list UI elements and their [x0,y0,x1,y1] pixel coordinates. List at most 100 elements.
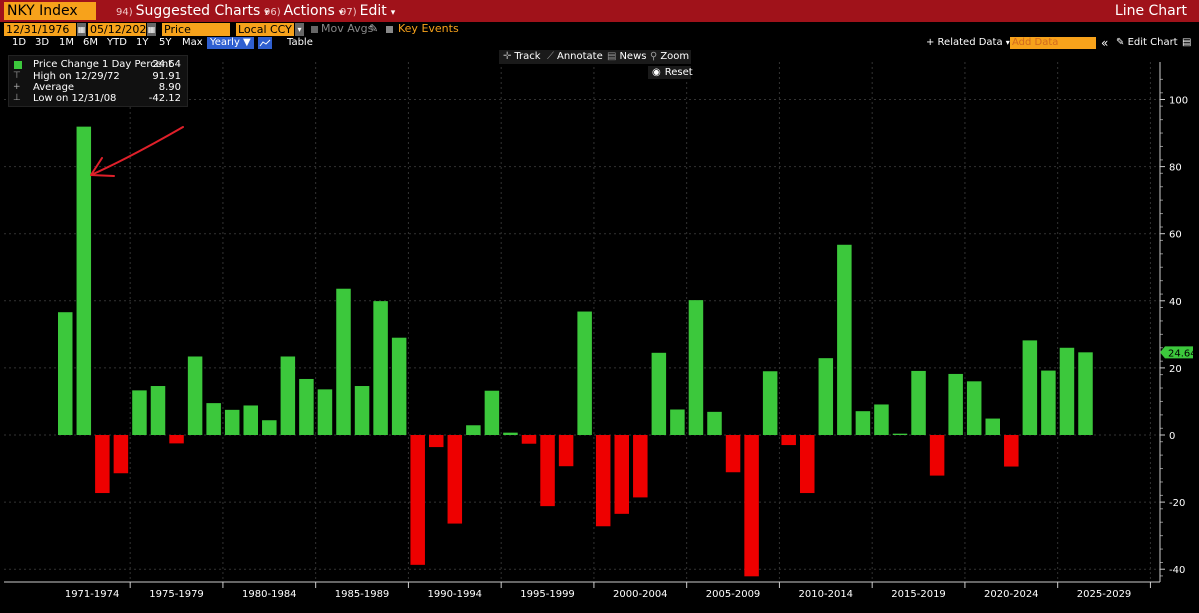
actions-menu[interactable]: 96) Actions ▾ [264,2,343,20]
period-row: 1D 3D 1M 6M YTD 1Y 5Y Max Yearly ▼ Table… [0,36,1199,50]
period-1m[interactable]: 1M [59,37,74,48]
reset-label: Reset [664,67,693,78]
edit-number: 97) [340,7,357,18]
bar [169,435,184,444]
bar [762,371,778,435]
legend-high-label: High on 12/29/72 [33,71,120,82]
period-1y[interactable]: 1Y [136,37,149,48]
bar [58,312,73,435]
legend-average-value: 8.90 [158,82,181,93]
high-marker-icon: ⊤ [13,71,21,81]
period-1d[interactable]: 1D [12,37,27,48]
bar [1022,340,1038,435]
bars [58,126,1093,577]
chevron-down-icon[interactable]: ▾ [295,23,304,36]
bar [132,390,147,435]
collapse-icon[interactable]: « [1101,36,1109,50]
bar [874,404,889,435]
period-5y[interactable]: 5Y [159,37,172,48]
y-axis: -40 -20 0 20 40 60 80 100 24.64 [1159,62,1197,582]
y-tick-label: -40 [1169,565,1185,576]
bar [373,301,388,435]
bar [521,435,537,444]
bar [725,435,741,473]
grid-lines [4,62,1160,582]
edit-chart-button[interactable]: ✎ Edit Chart [1116,36,1178,50]
bar [262,420,277,435]
bar [224,409,240,435]
chevron-down-icon: ▾ [264,8,269,18]
settings-icon[interactable]: ▤ [1182,37,1192,48]
legend-series-value: 24.64 [152,59,181,70]
field-selector[interactable]: Price Change [162,23,230,49]
period-3d[interactable]: 3D [35,37,50,48]
related-data-button[interactable]: + Related Data ▾ [926,36,1010,50]
calendar-icon[interactable]: ▦ [147,23,156,36]
actions-label: Actions [283,3,335,19]
bar [633,435,648,498]
legend-low-value: -42.12 [148,93,181,104]
x-tick-label: 1975-1979 [149,589,204,600]
bar [1078,352,1093,435]
y-tick-label: 0 [1169,431,1175,442]
related-data-label: + Related Data [926,37,1003,48]
y-tick-label: 80 [1169,163,1182,174]
period-max[interactable]: Max [182,37,203,48]
chevron-down-icon: ▾ [1005,38,1010,47]
table-button[interactable]: Table [287,37,313,48]
x-tick-label: 1990-1994 [428,589,483,600]
mov-avgs-checkbox-icon[interactable] [311,26,318,33]
pencil-icon[interactable]: ✎ [369,22,379,35]
period-6m[interactable]: 6M [83,37,98,48]
bar [892,433,908,435]
last-value-label: 24.64 [1168,348,1197,359]
top-menu-bar: NKY Index 94) Suggested Charts ▾ 96) Action… [0,0,1199,22]
zoom-button[interactable]: ⚲ Zoom [650,50,689,64]
period-ytd[interactable]: YTD [107,37,127,48]
y-tick-label: 40 [1169,297,1182,308]
news-label: News [619,51,647,62]
key-events-checkbox-icon[interactable] [386,26,393,33]
chart-toolbar: ✛ Track ⟋ Annotate ▤ News ⚲ Zoom [499,50,691,64]
bar [503,432,518,435]
red-arrow-annotation [90,126,184,177]
x-tick-label: 2020-2024 [984,589,1039,600]
currency-selector[interactable]: Local CCY [236,23,294,36]
bar [837,244,852,435]
zoom-label: Zoom [660,51,690,62]
end-date-field[interactable]: 05/12/2026 [88,23,154,36]
x-tick-label: 1971-1974 [65,589,120,600]
chevron-down-icon: ▾ [390,8,396,18]
start-date-field[interactable]: 12/31/1976 [4,23,76,36]
key-events-toggle[interactable]: Key Events [398,22,459,35]
calendar-icon[interactable]: ▦ [77,23,86,36]
legend-low-label: Low on 12/31/08 [33,93,117,104]
ticker-field[interactable]: NKY Index [4,2,96,20]
low-marker-icon: ⊥ [13,93,21,103]
edit-menu[interactable]: 97) Edit ▾ [340,2,395,20]
x-tick-label: 2000-2004 [613,589,668,600]
track-button[interactable]: ✛ Track [503,50,541,64]
bar [966,381,982,435]
y-tick-label: 20 [1169,364,1182,375]
bar [595,435,611,527]
edit-chart-label: Edit Chart [1127,37,1178,48]
bar [187,356,203,435]
bar [391,337,407,435]
reset-button[interactable]: ◉ Reset [648,66,693,79]
chart-style-icon[interactable] [258,37,272,49]
mov-avgs-toggle[interactable]: Mov Avgs [321,22,374,35]
bar [484,390,500,435]
edit-label: Edit [359,3,387,19]
x-tick-label: 2015-2019 [891,589,946,600]
news-button[interactable]: ▤ News [607,50,646,64]
add-data-input[interactable]: Add Data [1010,37,1096,49]
series-swatch [14,61,22,69]
bar [577,311,592,435]
bar [1004,435,1019,467]
frequency-selector[interactable]: Yearly ▼ [207,37,254,49]
annotate-icon: ⟋ [547,51,554,62]
suggested-charts-menu[interactable]: 94) Suggested Charts ▾ [116,2,269,20]
annotate-button[interactable]: ⟋ Annotate [547,50,603,64]
bar [299,378,314,435]
